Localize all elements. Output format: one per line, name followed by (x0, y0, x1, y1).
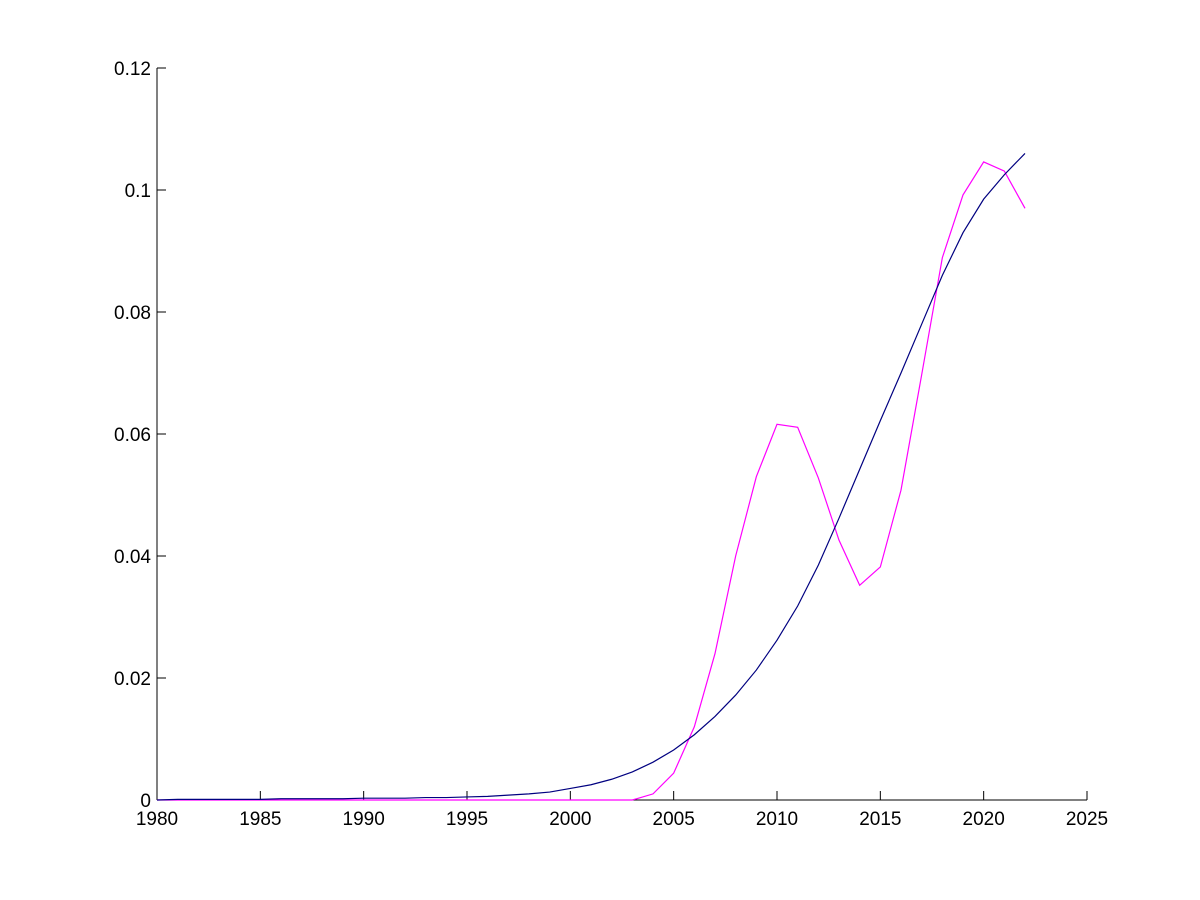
y-tick-label: 0.12 (114, 59, 151, 80)
x-tick-label: 2020 (963, 809, 1005, 830)
x-tick-label: 2015 (859, 809, 901, 830)
y-tick-label: 0.04 (114, 547, 151, 568)
x-tick-label: 1995 (446, 809, 488, 830)
y-tick-label: 0.02 (114, 669, 151, 690)
y-tick-label: 0.06 (114, 425, 151, 446)
x-tick-label: 1980 (136, 809, 178, 830)
y-tick-label: 0.1 (125, 181, 151, 202)
series-line (156, 152, 1026, 801)
x-tick-label: 1985 (239, 809, 281, 830)
x-tick-label: 1990 (343, 809, 385, 830)
x-tick-label: 2005 (653, 809, 695, 830)
x-tick-label: 2025 (1066, 809, 1108, 830)
x-tick-label: 2000 (549, 809, 591, 830)
y-tick-label: 0 (140, 791, 151, 812)
y-tick-label: 0.08 (114, 303, 151, 324)
x-tick-label: 2010 (756, 809, 798, 830)
series-line (157, 161, 1026, 801)
